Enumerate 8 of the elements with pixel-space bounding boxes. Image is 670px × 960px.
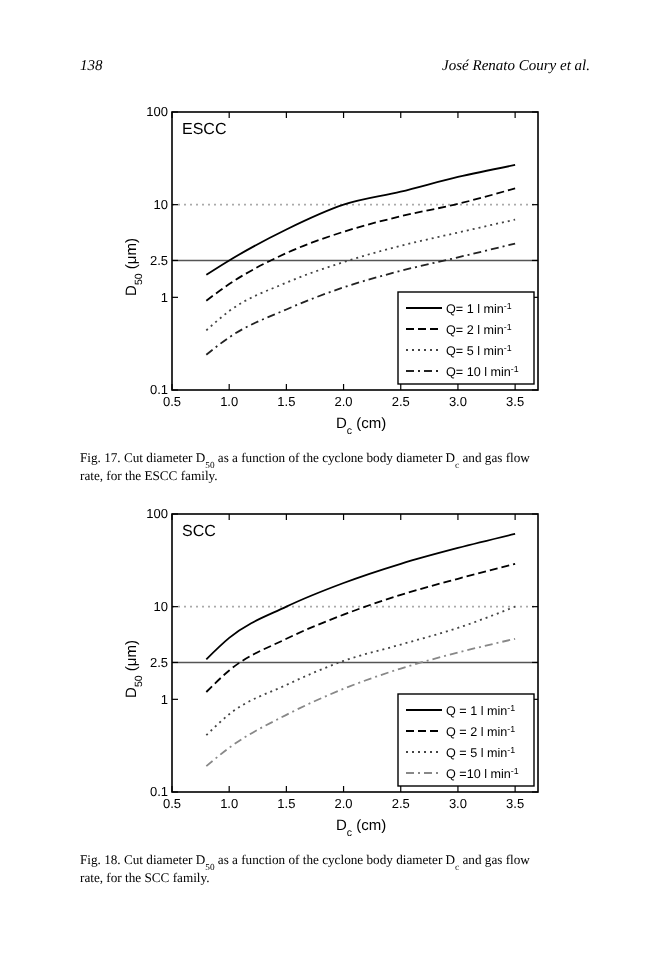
line-series bbox=[205, 187, 517, 302]
line-series bbox=[205, 562, 517, 693]
line-series bbox=[205, 164, 517, 276]
text: ESCC bbox=[182, 120, 227, 138]
text: SCC bbox=[182, 522, 217, 540]
line-series bbox=[205, 637, 517, 768]
line-series bbox=[205, 242, 517, 356]
line-series bbox=[205, 605, 517, 737]
